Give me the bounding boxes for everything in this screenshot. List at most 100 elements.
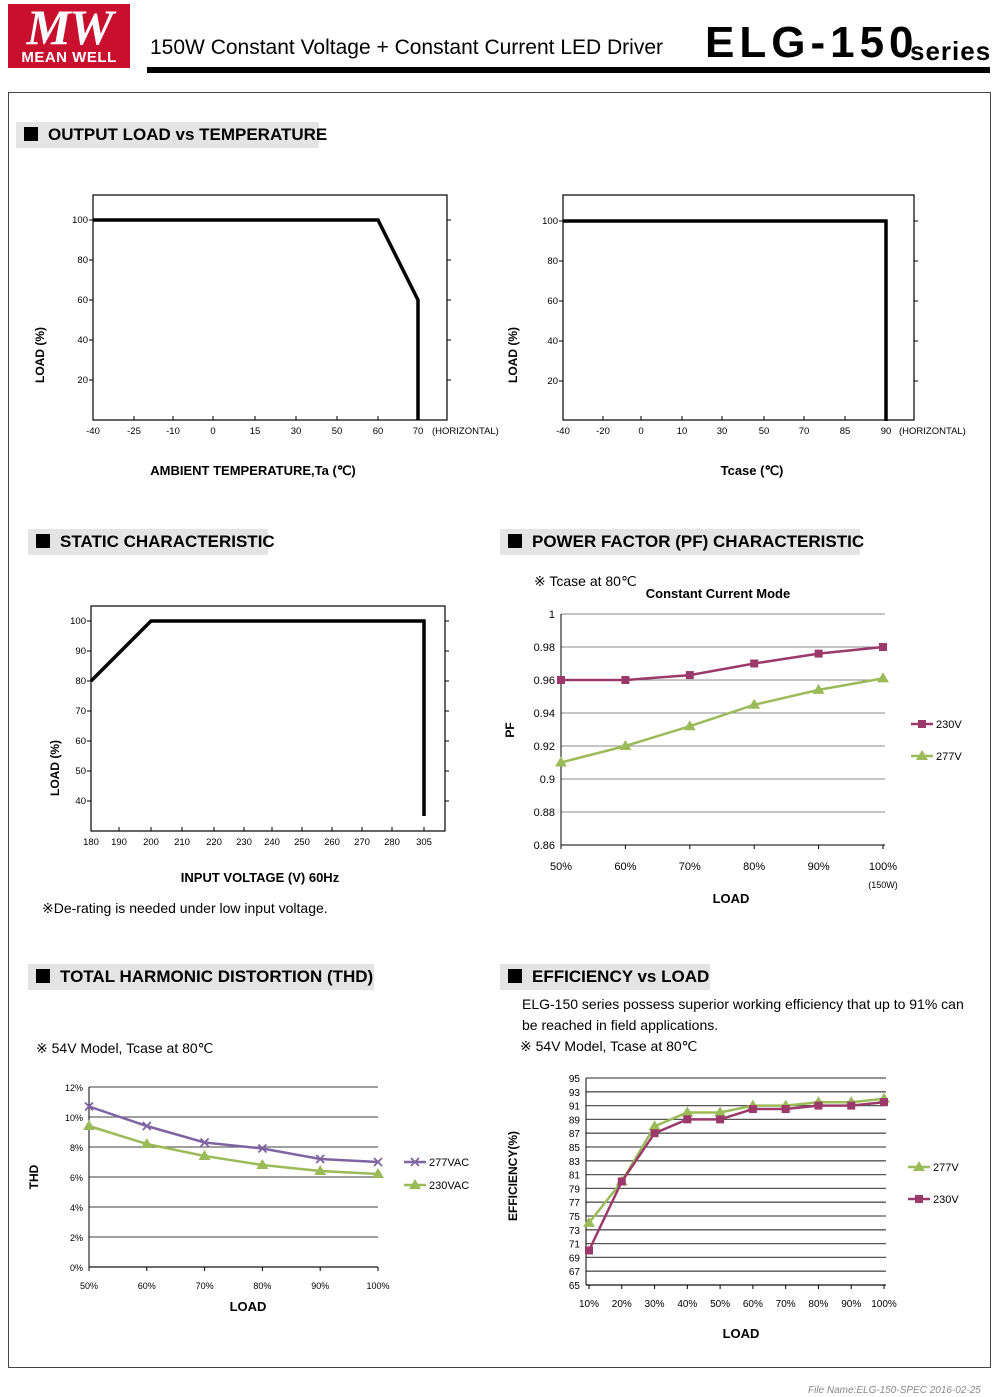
derating-note: ※De-rating is needed under low input vol… xyxy=(42,900,328,916)
efficiency-condition-note: ※ 54V Model, Tcase at 80℃ xyxy=(520,1038,698,1054)
y-tick-label: 40 xyxy=(77,335,88,346)
y-tick-label: 0.88 xyxy=(534,807,555,819)
series-line-277V xyxy=(560,677,884,764)
section-bullet-icon xyxy=(36,534,50,548)
x-axis-suffix: (HORIZONTAL) xyxy=(432,426,499,437)
y-tick-label: 75 xyxy=(569,1212,581,1223)
x-tick-label: 70% xyxy=(196,1281,214,1291)
x-tick-label: 15 xyxy=(250,426,261,437)
section-output-load: OUTPUT LOAD vs TEMPERATURE xyxy=(16,122,327,148)
series-line-277VAC xyxy=(88,1105,379,1164)
x-tick-label: 85 xyxy=(840,426,851,437)
chart-title: Constant Current Mode xyxy=(646,586,790,601)
data-point xyxy=(256,1159,269,1169)
x-tick-label: -20 xyxy=(596,426,610,437)
y-tick-label: 4% xyxy=(70,1203,83,1213)
data-point xyxy=(84,1101,94,1112)
x-tick-label: 0 xyxy=(210,426,215,437)
y-tick-label: 65 xyxy=(569,1281,581,1292)
y-tick-label: 60 xyxy=(547,296,558,307)
y-tick-label: 91 xyxy=(569,1102,581,1113)
x-tick-label: 70 xyxy=(799,426,810,437)
efficiency-description: be reached in field applications. xyxy=(522,1017,719,1033)
data-point xyxy=(410,1157,420,1167)
x-axis-title: LOAD xyxy=(230,1299,267,1314)
data-point xyxy=(714,1106,727,1117)
document-subtitle: 150W Constant Voltage + Constant Current… xyxy=(150,36,664,59)
y-tick-label: 2% xyxy=(70,1233,83,1243)
x-tick-label: -40 xyxy=(556,426,570,437)
x-axis-note: (150W) xyxy=(868,880,898,890)
x-tick-label: 60% xyxy=(614,861,636,873)
derating-curve xyxy=(563,219,888,421)
x-tick-label: 305 xyxy=(416,837,432,848)
y-tick-label: 0.86 xyxy=(534,840,555,852)
section-thd: TOTAL HARMONIC DISTORTION (THD) xyxy=(28,964,374,990)
data-point xyxy=(716,1115,725,1124)
y-axis-title: PF xyxy=(503,722,517,737)
derating-curve xyxy=(93,218,420,420)
x-tick-label: 240 xyxy=(264,837,280,848)
series-line-230V xyxy=(587,1100,885,1252)
y-tick-label: 0% xyxy=(70,1263,83,1273)
data-point xyxy=(142,1121,152,1131)
y-tick-label: 67 xyxy=(569,1267,581,1278)
y-axis-title: LOAD (%) xyxy=(48,740,62,796)
y-tick-label: 70 xyxy=(75,706,86,717)
y-tick-label: 20 xyxy=(547,376,558,387)
y-tick-label: 10% xyxy=(65,1113,83,1123)
x-tick-label: 250 xyxy=(294,837,310,848)
data-point xyxy=(918,720,926,728)
y-tick-label: 80 xyxy=(77,255,88,266)
section-title: STATIC CHARACTERISTIC xyxy=(60,532,275,551)
y-tick-label: 0.9 xyxy=(540,774,555,786)
data-point xyxy=(619,740,632,750)
y-axis-title: THD xyxy=(27,1164,41,1189)
x-tick-label: 80% xyxy=(253,1281,271,1291)
y-tick-label: 20 xyxy=(77,375,88,386)
section-bullet-icon xyxy=(508,969,522,983)
data-point xyxy=(814,1101,823,1110)
x-tick-label: 220 xyxy=(206,837,222,848)
y-tick-label: 0.96 xyxy=(534,675,555,687)
data-point xyxy=(199,1137,210,1148)
x-tick-label: 90% xyxy=(808,861,830,873)
data-point xyxy=(314,1165,327,1175)
x-tick-label: 50% xyxy=(550,861,572,873)
y-tick-label: 85 xyxy=(569,1143,581,1154)
series-line-230V xyxy=(561,645,884,682)
x-tick-label: 80% xyxy=(808,1299,828,1310)
y-tick-label: 87 xyxy=(569,1129,581,1140)
y-tick-label: 80 xyxy=(75,676,86,687)
data-point xyxy=(648,1120,661,1131)
x-tick-label: 10% xyxy=(579,1299,599,1310)
x-tick-label: 230 xyxy=(236,837,252,848)
series-line-277V xyxy=(588,1097,885,1224)
x-tick-label: 50 xyxy=(759,426,770,437)
y-tick-label: 50 xyxy=(75,766,86,777)
data-point xyxy=(683,720,696,731)
legend-label-230VAC: 230VAC xyxy=(429,1180,469,1192)
y-tick-label: 100 xyxy=(70,616,86,627)
mean-well-logo: MW MEAN WELL xyxy=(8,0,130,68)
y-tick-label: 71 xyxy=(569,1240,581,1251)
data-point xyxy=(650,1129,659,1138)
data-point xyxy=(916,750,928,760)
y-tick-label: 73 xyxy=(569,1226,581,1237)
y-tick-label: 6% xyxy=(70,1173,83,1183)
y-tick-label: 8% xyxy=(70,1143,83,1153)
x-axis-title: Tcase (℃) xyxy=(721,463,784,478)
data-point xyxy=(83,1120,95,1130)
data-point xyxy=(373,1157,383,1167)
y-tick-label: 79 xyxy=(569,1184,581,1195)
x-tick-label: 20% xyxy=(612,1299,632,1310)
data-point xyxy=(681,1106,694,1117)
x-tick-label: 30 xyxy=(291,426,302,437)
y-tick-label: 90 xyxy=(75,646,86,657)
x-tick-label: 50 xyxy=(332,426,343,437)
y-tick-label: 0.98 xyxy=(534,642,555,654)
section-bullet-icon xyxy=(24,127,38,141)
data-point xyxy=(781,1105,790,1114)
data-point xyxy=(198,1150,211,1160)
y-axis-title: LOAD (%) xyxy=(506,327,520,383)
